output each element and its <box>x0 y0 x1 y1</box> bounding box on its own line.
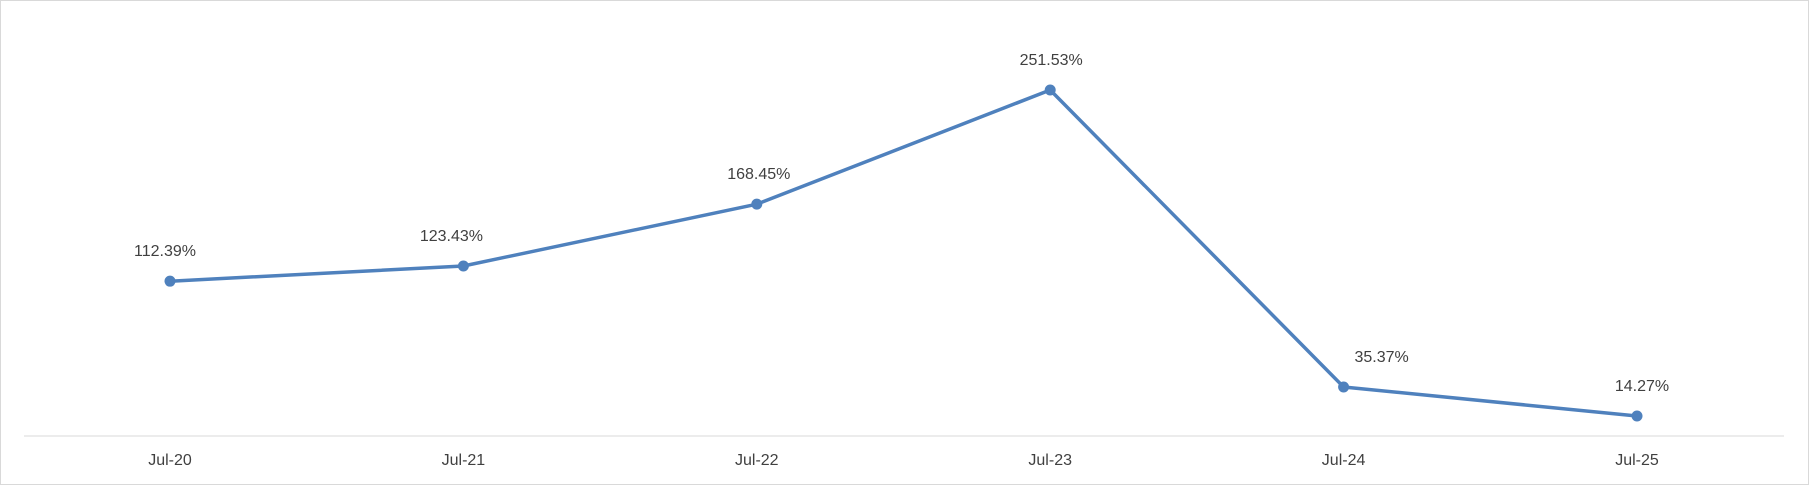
x-tick-label: Jul-22 <box>735 452 779 469</box>
x-tick-label: Jul-21 <box>442 452 486 469</box>
data-label: 123.43% <box>420 228 483 245</box>
x-tick-label: Jul-25 <box>1615 452 1659 469</box>
data-point-marker <box>457 260 469 272</box>
data-point-marker <box>751 198 763 210</box>
data-label: 112.39% <box>134 243 196 260</box>
data-label: 14.27% <box>1615 378 1669 395</box>
data-point-marker <box>1631 410 1643 422</box>
data-label: 35.37% <box>1354 349 1408 366</box>
series-group <box>164 84 1643 422</box>
data-point-marker <box>1338 381 1350 393</box>
x-tick-label: Jul-23 <box>1028 452 1072 469</box>
data-labels-group: 112.39% 123.43% 168.45% 251.53% 35.37% 14.27% <box>134 52 1669 395</box>
x-tick-labels-group: Jul-20 Jul-21 Jul-22 Jul-23 Jul-24 Jul-25 <box>148 452 1659 469</box>
x-tick-label: Jul-20 <box>148 452 192 469</box>
data-point-marker <box>164 275 176 287</box>
data-label: 168.45% <box>727 166 790 183</box>
data-label: 251.53% <box>1020 52 1083 69</box>
x-tick-label: Jul-24 <box>1322 452 1366 469</box>
series-line <box>169 88 1638 418</box>
data-point-marker <box>1044 84 1056 96</box>
